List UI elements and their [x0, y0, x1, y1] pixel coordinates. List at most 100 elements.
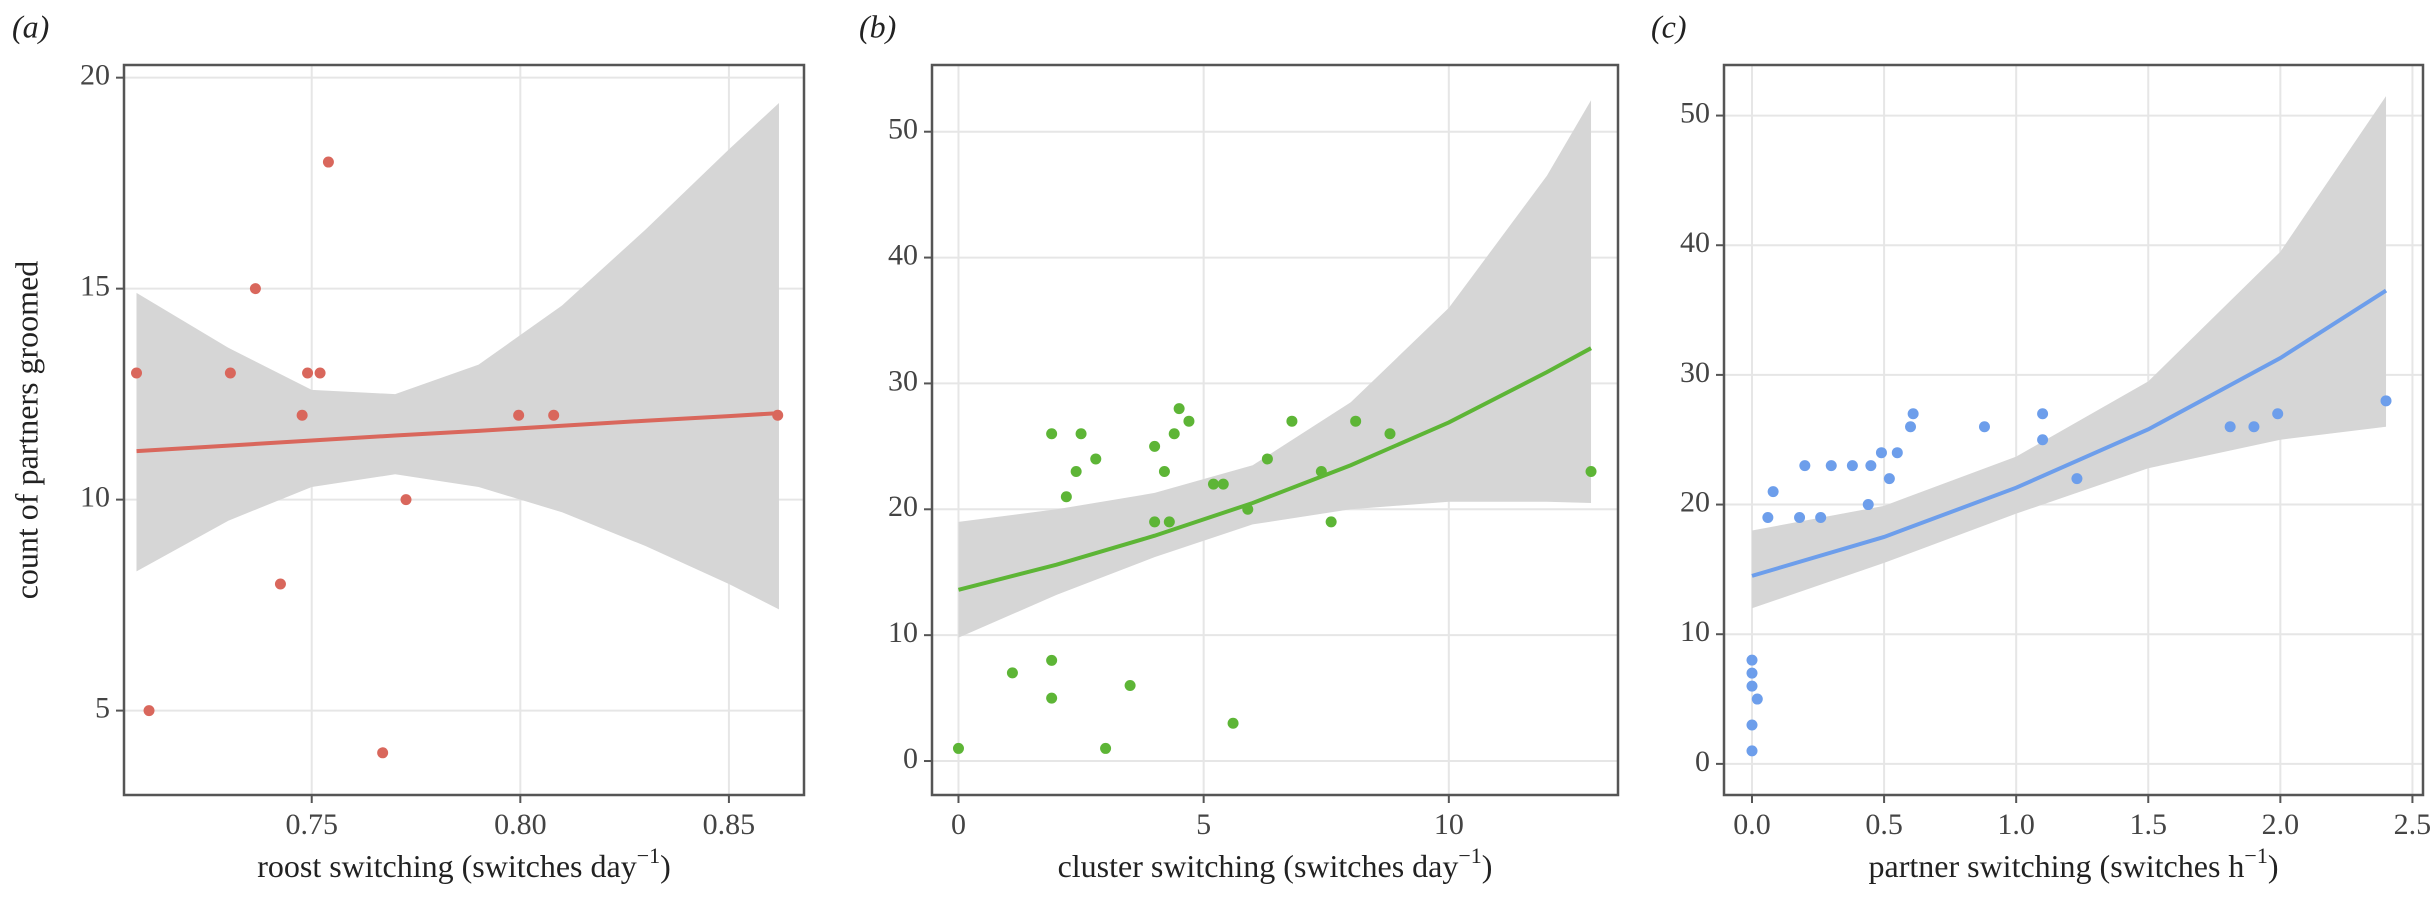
y-tick-label: 20: [888, 490, 918, 523]
plot-frame: [930, 63, 1620, 797]
data-point: [143, 705, 155, 717]
data-point: [1149, 440, 1161, 452]
fit-line: [136, 411, 780, 454]
x-axis-title-part: roost switching (switches day: [257, 848, 637, 884]
data-point: [548, 409, 560, 421]
plot-frame: [122, 63, 806, 797]
data-point: [1825, 460, 1837, 472]
data-point: [314, 367, 326, 379]
data-point: [1006, 667, 1018, 679]
data-point: [1325, 516, 1337, 528]
x-tick-label: 0.75: [285, 808, 338, 841]
data-point: [1384, 428, 1396, 440]
x-tick-label: 1.5: [2130, 808, 2168, 841]
data-point: [1227, 717, 1239, 729]
x-axis-title-part: partner switching (switches h: [1869, 848, 2245, 884]
plot-frame: [1722, 63, 2425, 797]
y-tick-label: 40: [888, 238, 918, 271]
data-point: [249, 283, 261, 295]
panel: 0.75 0.80 0.85 5 10 15 20 (a) count of partners …: [8, 8, 806, 884]
data-point: [1794, 512, 1806, 524]
data-point: [1891, 447, 1903, 459]
x-tick-label: 2.0: [2262, 808, 2300, 841]
data-point: [1046, 654, 1058, 666]
data-point: [1173, 403, 1185, 415]
data-point: [400, 494, 412, 506]
data-point: [224, 367, 236, 379]
data-point: [2224, 421, 2236, 433]
data-point: [1907, 408, 1919, 420]
y-tick-label: 50: [888, 113, 918, 146]
data-point: [513, 409, 525, 421]
data-point: [1100, 742, 1112, 754]
y-tick-label: 50: [1680, 96, 1710, 129]
data-point: [1762, 512, 1774, 524]
data-point: [1046, 428, 1058, 440]
x-axis-title-part: −1: [1458, 843, 1481, 868]
panel-label: (a): [12, 8, 49, 44]
data-point: [1875, 447, 1887, 459]
confidence-band: [136, 102, 779, 610]
data-point: [2037, 434, 2049, 446]
x-axis-title: partner switching (switches h−1): [1869, 843, 2279, 884]
data-point: [1883, 473, 1895, 485]
x-axis-title-part: −1: [2244, 843, 2267, 868]
data-point: [1163, 516, 1175, 528]
panel-label: (c): [1651, 8, 1687, 44]
data-point: [1207, 478, 1219, 490]
data-point: [2380, 395, 2392, 407]
data-point: [1217, 478, 1229, 490]
y-tick-label: 5: [95, 691, 110, 724]
data-point: [1746, 654, 1758, 666]
data-point: [1905, 421, 1917, 433]
data-point: [1168, 428, 1180, 440]
data-point: [1158, 466, 1170, 478]
data-point: [1070, 466, 1082, 478]
x-tick-label: 5: [1196, 808, 1211, 841]
x-tick-label: 0.85: [703, 808, 756, 841]
data-point: [1767, 486, 1779, 498]
data-point: [1261, 453, 1273, 465]
data-point: [1350, 415, 1362, 427]
data-point: [322, 156, 334, 168]
data-point: [1183, 415, 1195, 427]
data-point: [1978, 421, 1990, 433]
data-point: [1075, 428, 1087, 440]
fit-line: [1751, 288, 2388, 578]
data-point: [377, 747, 389, 759]
x-axis-title: cluster switching (switches day−1): [1058, 843, 1493, 884]
data-point: [1746, 745, 1758, 757]
data-point: [1746, 680, 1758, 692]
y-tick-label: 20: [1680, 485, 1710, 518]
y-tick-label: 30: [1680, 356, 1710, 389]
y-tick-label: 0: [903, 742, 918, 775]
y-axis-title: count of partners groomed: [8, 261, 44, 600]
fit-line: [957, 346, 1592, 592]
y-tick-label: 10: [888, 616, 918, 649]
y-tick-label: 0: [1695, 745, 1710, 778]
x-tick-label: 2.5: [2394, 808, 2432, 841]
y-tick-label: 30: [888, 364, 918, 397]
data-point: [2037, 408, 2049, 420]
x-axis-title: roost switching (switches day−1): [257, 843, 671, 884]
data-point: [1746, 667, 1758, 679]
x-tick-label: 1.0: [1997, 808, 2035, 841]
data-point: [1585, 466, 1597, 478]
y-tick-label: 20: [80, 59, 110, 92]
panel: 0 5 10 0 10 20 30 40 50 (b) cluster switching (swi…: [859, 8, 1620, 884]
data-point: [131, 367, 143, 379]
data-point: [2272, 408, 2284, 420]
data-point: [296, 409, 308, 421]
confidence-band: [958, 100, 1592, 638]
data-point: [1149, 516, 1161, 528]
data-point: [1090, 453, 1102, 465]
data-point: [2248, 421, 2260, 433]
data-point: [2071, 473, 2083, 485]
data-point: [302, 367, 314, 379]
x-tick-label: 0.0: [1733, 808, 1771, 841]
x-tick-label: 0: [951, 808, 966, 841]
x-axis-title-part: ): [660, 848, 671, 884]
data-point: [1746, 719, 1758, 731]
y-tick-label: 10: [80, 481, 110, 514]
